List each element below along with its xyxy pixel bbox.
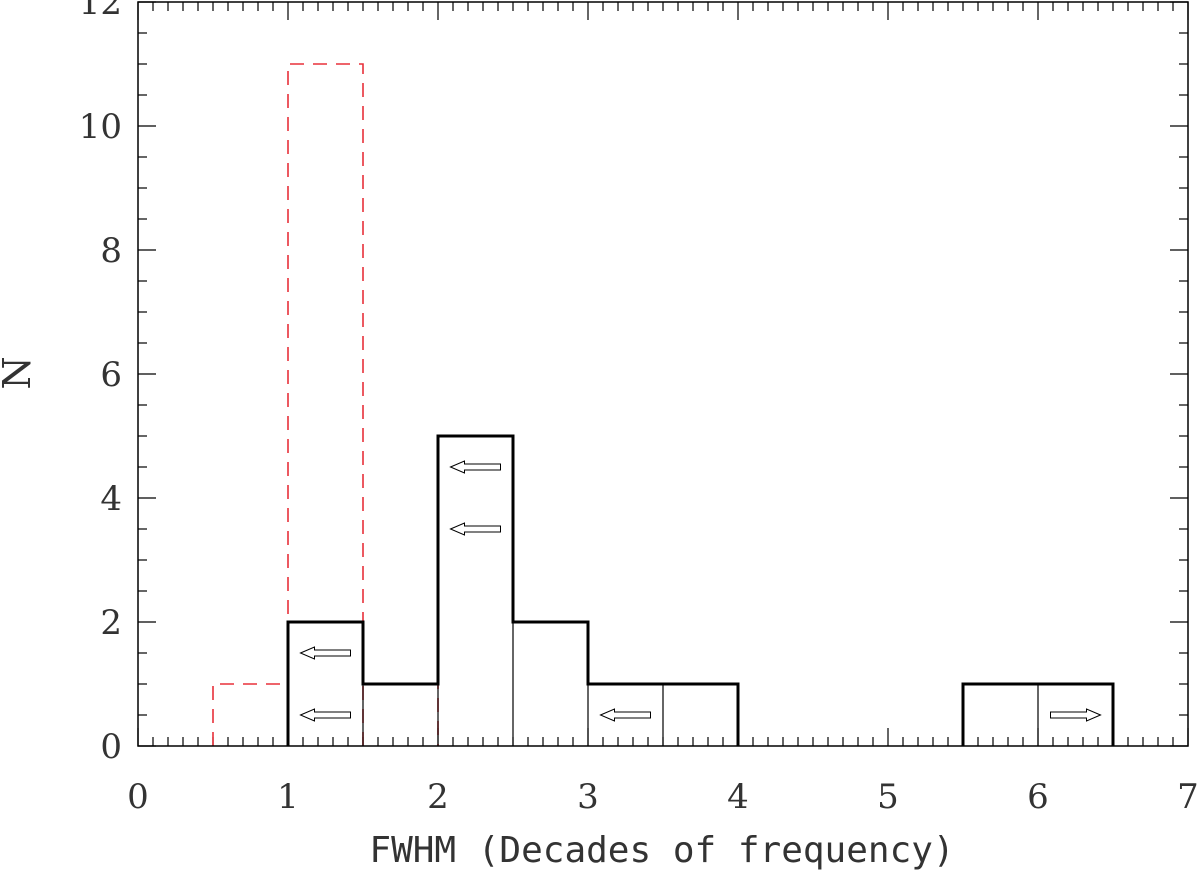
dashed-histogram-series (212, 63, 439, 746)
x-tick-label: 2 (427, 777, 449, 817)
y-tick-labels: 0 2 4 6 8 10 12 (79, 0, 122, 767)
left-arrow-icon (299, 708, 351, 722)
left-arrow-icon (599, 708, 651, 722)
x-tick-labels: 0 1 2 3 4 5 6 7 (127, 777, 1199, 817)
left-arrow-icon (449, 460, 501, 474)
minor-ticks (138, 2, 1188, 746)
dashed-histogram-outline (212, 63, 439, 746)
limit-arrows (299, 460, 1102, 722)
y-tick-label: 2 (100, 603, 122, 643)
plot-frame (137, 1, 1189, 747)
y-tick-label: 6 (100, 355, 122, 395)
major-ticks (137, 1, 1189, 747)
x-tick-label: 0 (127, 777, 149, 817)
y-tick-label: 4 (100, 479, 122, 519)
y-tick-label: 10 (79, 107, 122, 147)
right-arrow-icon (1050, 708, 1102, 722)
x-tick-label: 1 (277, 777, 299, 817)
y-tick-label: 0 (100, 727, 122, 767)
x-tick-label: 5 (877, 777, 899, 817)
x-tick-label: 7 (1177, 777, 1199, 817)
x-tick-label: 4 (727, 777, 749, 817)
x-axis-label: FWHM (Decades of frequency) (369, 830, 954, 871)
left-arrow-icon (449, 522, 501, 536)
y-axis-label: N (0, 356, 39, 389)
x-tick-label: 3 (577, 777, 599, 817)
solid-histogram-series (286, 434, 1115, 746)
left-arrow-icon (299, 646, 351, 660)
y-tick-label: 8 (100, 231, 122, 271)
y-tick-label: 12 (79, 0, 122, 23)
x-tick-label: 6 (1027, 777, 1049, 817)
